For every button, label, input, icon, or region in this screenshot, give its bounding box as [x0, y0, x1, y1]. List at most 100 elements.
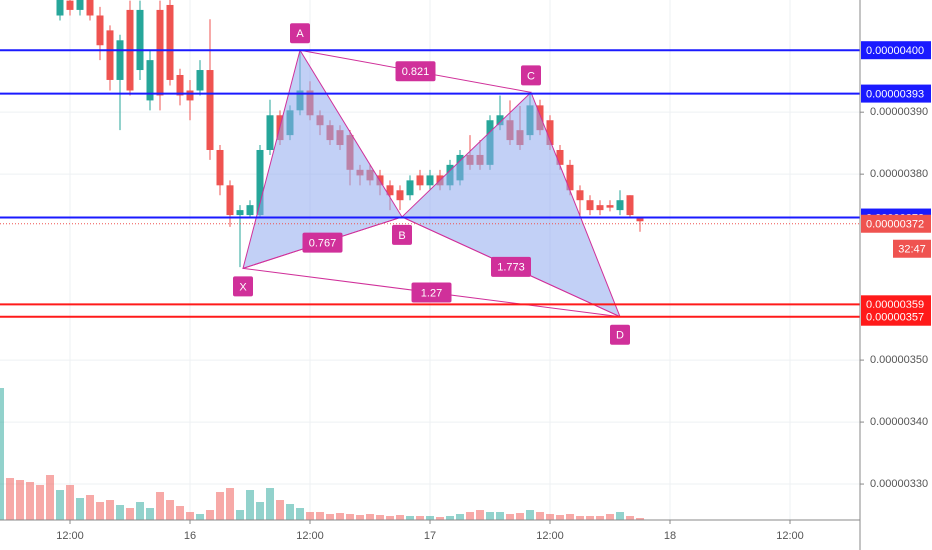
- y-tick-label: 0.00000330: [870, 478, 928, 490]
- candle-body: [136, 9, 144, 71]
- countdown: 32:47: [898, 244, 926, 256]
- price-label-bg: [861, 41, 931, 60]
- volume-bar: [426, 516, 434, 520]
- candle-body: [166, 4, 174, 80]
- candle-body: [396, 190, 404, 201]
- volume-bar: [356, 515, 364, 520]
- x-tick-label: 17: [424, 530, 436, 542]
- candle-body: [256, 149, 264, 216]
- volume-bar: [126, 508, 134, 520]
- x-tick-label: 12:00: [776, 530, 804, 542]
- countdown-bg: [893, 239, 931, 258]
- plot-area: 0.821 0.767 1.773 1.27 X A B C D: [0, 0, 860, 520]
- price-label-bg: [861, 214, 931, 233]
- volume-bar: [206, 510, 214, 520]
- volume-bar: [396, 515, 404, 520]
- volume-bar: [596, 516, 604, 520]
- ratio-label-bg: [302, 232, 343, 253]
- ratio-label-bg: [395, 61, 436, 82]
- volume-bar: [386, 516, 394, 520]
- candle-body: [386, 185, 394, 196]
- x-tick-label: 12:00: [56, 530, 84, 542]
- volume-bar: [506, 514, 514, 520]
- volume-bar: [66, 485, 74, 520]
- volume-bar: [116, 505, 124, 520]
- candle-body: [196, 70, 204, 91]
- volume-bar: [476, 510, 484, 520]
- volume-bar: [586, 516, 594, 520]
- volume-bar: [526, 510, 534, 520]
- point-label-bg: [392, 224, 412, 245]
- volume-bar: [346, 514, 354, 520]
- ratio-label: 0.767: [309, 238, 337, 250]
- point-label-bg: [521, 65, 541, 86]
- candle-body: [106, 30, 114, 80]
- volume-bar: [136, 502, 144, 520]
- y-tick-label: 0.00000390: [870, 106, 928, 118]
- volume-bar: [566, 514, 574, 520]
- candle-body: [596, 205, 604, 211]
- grid: [0, 0, 860, 520]
- x-tick-label: 12:00: [536, 530, 564, 542]
- candle-body: [616, 200, 624, 211]
- volume-bar: [406, 516, 414, 520]
- volume-bar: [446, 516, 454, 520]
- candle-body: [556, 149, 564, 165]
- candle-body: [566, 164, 574, 191]
- price-label: 0.00000393: [866, 88, 924, 100]
- y-tick-label: 0.00000380: [870, 168, 928, 180]
- point-label-bg: [290, 23, 310, 44]
- volume-bar: [236, 510, 244, 520]
- volume-bar: [216, 492, 224, 520]
- candle-body: [76, 0, 84, 10]
- volume-bar: [456, 514, 464, 520]
- candle-body: [186, 90, 194, 101]
- volume-bar: [186, 512, 194, 520]
- volume-bar: [296, 508, 304, 520]
- volume-bar: [96, 502, 104, 520]
- point-label-bg: [610, 324, 630, 345]
- volume-bar: [146, 508, 154, 520]
- volume-bar: [16, 480, 24, 520]
- candle-body: [416, 175, 424, 186]
- candle-body: [56, 0, 64, 16]
- candle-body: [586, 200, 594, 211]
- volume-bar: [0, 388, 4, 520]
- volume-bar: [56, 490, 64, 520]
- candle-body: [626, 195, 634, 216]
- candle-body: [156, 9, 164, 96]
- volume-bar: [246, 490, 254, 520]
- price-label: 0.00000400: [866, 45, 924, 57]
- point-label: B: [398, 230, 405, 242]
- volume-bar: [516, 513, 524, 520]
- volume-bar: [76, 498, 84, 520]
- volume-bar: [496, 512, 504, 520]
- volume-bar: [166, 500, 174, 520]
- candle-body: [246, 205, 254, 216]
- volume-bar: [416, 516, 424, 520]
- candle-body: [206, 70, 214, 150]
- candle-body: [146, 60, 154, 101]
- volume-bar: [606, 514, 614, 520]
- volume-bar: [576, 516, 584, 520]
- candle-body: [226, 185, 234, 216]
- candle-body: [86, 0, 94, 16]
- candle-body: [576, 190, 584, 201]
- point-label: C: [527, 70, 535, 82]
- x-tick-label: 12:00: [296, 530, 324, 542]
- point-label: X: [239, 281, 247, 293]
- volume-bar: [486, 512, 494, 520]
- volume-bar: [436, 517, 444, 520]
- y-tick-label: 0.00000340: [870, 416, 928, 428]
- volume-bar: [616, 512, 624, 520]
- volume-bar: [556, 515, 564, 520]
- volume-bar: [156, 492, 164, 520]
- candle-body: [266, 115, 274, 150]
- ratio-label-bg: [411, 282, 452, 303]
- volume-bar: [36, 485, 44, 520]
- candle-body: [176, 74, 184, 96]
- ratio-label-bg: [491, 256, 531, 277]
- candle-body: [116, 40, 124, 80]
- volume-bar: [626, 516, 634, 520]
